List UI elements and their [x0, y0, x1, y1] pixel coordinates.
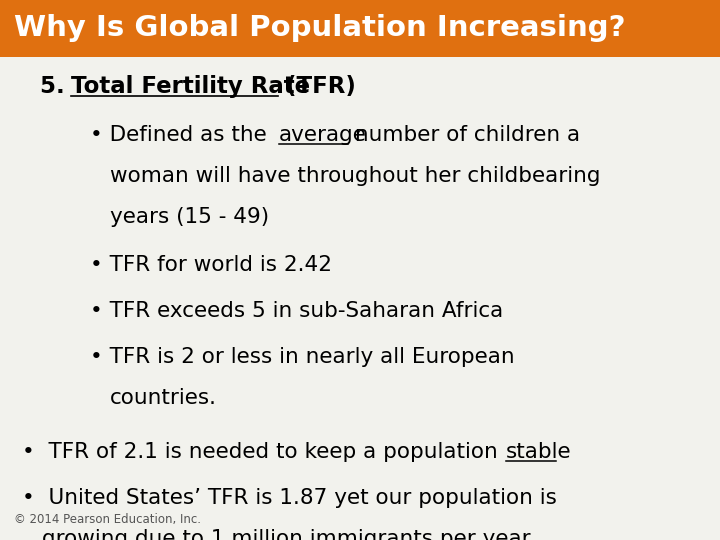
- Text: Why Is Global Population Increasing?: Why Is Global Population Increasing?: [14, 15, 626, 43]
- Text: number of children a: number of children a: [348, 125, 580, 145]
- Text: •  United States’ TFR is 1.87 yet our population is: • United States’ TFR is 1.87 yet our pop…: [22, 488, 557, 508]
- Bar: [0, 0, 720, 57]
- Text: (TFR): (TFR): [278, 75, 356, 98]
- Text: • Defined as the: • Defined as the: [90, 125, 274, 145]
- Text: • TFR for world is 2.42: • TFR for world is 2.42: [90, 255, 332, 275]
- Text: average: average: [279, 125, 367, 145]
- Text: •  TFR of 2.1 is needed to keep a population: • TFR of 2.1 is needed to keep a populat…: [22, 442, 505, 462]
- Text: years (15 - 49): years (15 - 49): [110, 207, 269, 227]
- Text: 5.: 5.: [40, 75, 73, 98]
- Text: growing due to 1 million immigrants per year: growing due to 1 million immigrants per …: [42, 529, 531, 540]
- Text: • TFR exceeds 5 in sub-Saharan Africa: • TFR exceeds 5 in sub-Saharan Africa: [90, 301, 503, 321]
- Text: © 2014 Pearson Education, Inc.: © 2014 Pearson Education, Inc.: [14, 513, 201, 526]
- Text: countries.: countries.: [110, 388, 217, 408]
- Text: • TFR is 2 or less in nearly all European: • TFR is 2 or less in nearly all Europea…: [90, 347, 515, 367]
- Text: Total Fertility Rate: Total Fertility Rate: [71, 75, 310, 98]
- Text: woman will have throughout her childbearing: woman will have throughout her childbear…: [110, 166, 600, 186]
- Text: stable: stable: [506, 442, 572, 462]
